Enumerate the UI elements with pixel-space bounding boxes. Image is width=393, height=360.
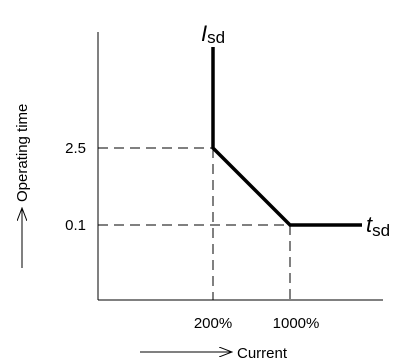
x-axis-title: Current [237,345,288,360]
y-tick-label-0.1: 0.1 [65,217,86,234]
annotation-isd: Isd [201,21,225,47]
x-tick-label-200: 200% [194,315,232,332]
y-tick-label-2.5: 2.5 [65,140,86,157]
annotation-tsd: tsd [366,212,390,240]
annotation-isd-main: I [201,21,207,46]
characteristic-curve [211,47,362,227]
y-axis-title: Operating time [14,104,31,202]
annotation-isd-sub: sd [207,28,225,47]
annotation-tsd-sub: sd [372,221,390,240]
annotation-tsd-main: t [366,212,373,237]
x-tick-label-1000: 1000% [273,315,320,332]
